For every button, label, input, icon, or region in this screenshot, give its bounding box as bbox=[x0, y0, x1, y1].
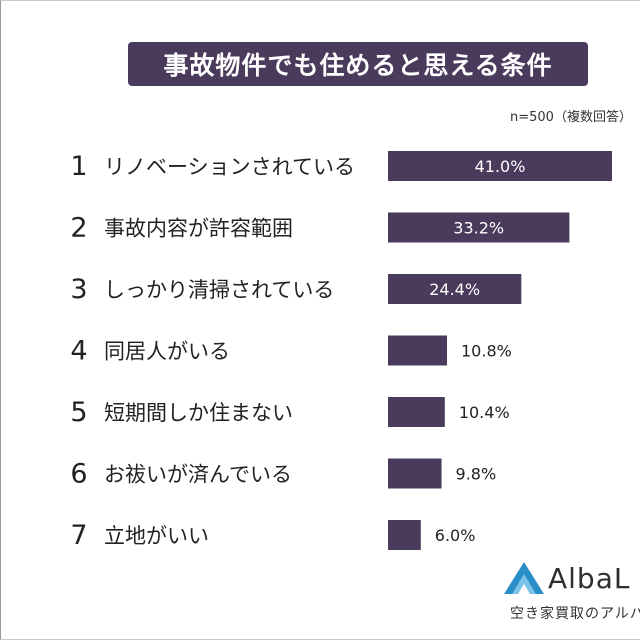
bar bbox=[388, 274, 522, 304]
value-label: 41.0% bbox=[475, 157, 526, 176]
logo-tagline: 空き家買取のアルバ bbox=[510, 606, 640, 622]
value-label: 9.8% bbox=[456, 465, 497, 484]
category-label: 同居人がいる bbox=[104, 340, 230, 364]
value-label: 33.2% bbox=[453, 219, 504, 238]
value-label: 24.4% bbox=[429, 280, 480, 299]
rank-label: 7 bbox=[70, 520, 87, 551]
rank-label: 3 bbox=[70, 274, 87, 305]
bar bbox=[388, 397, 445, 427]
rank-label: 2 bbox=[70, 213, 87, 244]
logo-icon bbox=[504, 562, 544, 594]
rank-label: 5 bbox=[70, 397, 87, 428]
rank-label: 6 bbox=[70, 459, 87, 490]
value-label: 10.4% bbox=[459, 403, 510, 422]
sample-note: n=500（複数回答） bbox=[510, 110, 632, 125]
category-label: 事故内容が許容範囲 bbox=[104, 217, 293, 241]
bar bbox=[388, 212, 570, 243]
category-label: 短期間しか住まない bbox=[104, 401, 293, 425]
bar bbox=[388, 458, 442, 489]
bar bbox=[388, 335, 448, 366]
bar bbox=[388, 520, 421, 550]
value-label: 10.8% bbox=[461, 342, 512, 361]
category-label: お祓いが済んでいる bbox=[104, 463, 292, 487]
value-label: 6.0% bbox=[435, 526, 476, 545]
bar bbox=[388, 151, 612, 181]
chart-title: 事故物件でも住めると思える条件 bbox=[128, 42, 588, 86]
category-label: 立地がいい bbox=[104, 524, 209, 548]
category-label: リノベーションされている bbox=[104, 155, 355, 179]
rank-label: 1 bbox=[70, 151, 87, 182]
rank-label: 4 bbox=[70, 336, 87, 367]
category-label: しっかり清掃されている bbox=[104, 278, 334, 302]
logo-name: AlbaL bbox=[548, 562, 631, 595]
